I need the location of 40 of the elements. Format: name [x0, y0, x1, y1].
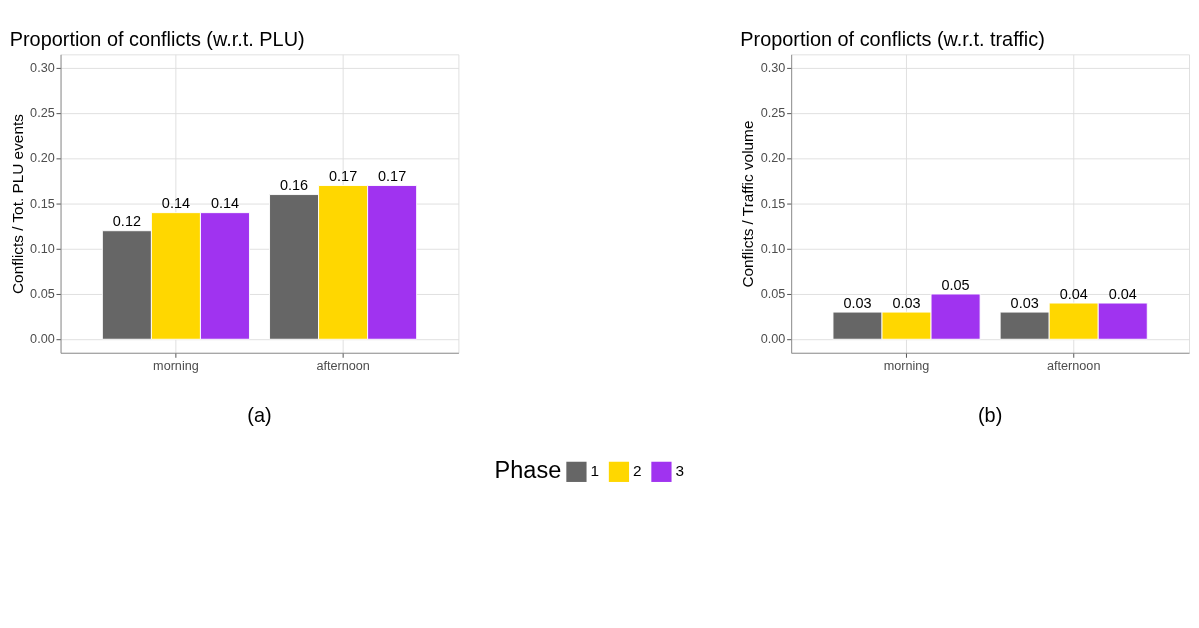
- data-label: 0.03: [843, 294, 872, 311]
- y-tick-label: 0.30: [30, 61, 55, 76]
- x-tick-label: afternoon: [316, 358, 370, 373]
- data-label: 0.05: [941, 276, 970, 293]
- text: (b): [977, 404, 1003, 427]
- data-label: 0.04: [1108, 285, 1137, 302]
- y-tick-label: 0.15: [760, 196, 786, 211]
- y-tick-label: 0.00: [30, 332, 55, 347]
- y-tick-label: 0.20: [760, 151, 786, 166]
- data-label: 0.14: [210, 195, 240, 212]
- data-label: 0.17: [378, 168, 407, 184]
- y-tick-label: 0.20: [30, 151, 55, 166]
- x-tick-label: morning: [883, 358, 930, 373]
- x-tick-label: morning: [153, 358, 199, 373]
- y-tick-label: 0.25: [30, 106, 55, 121]
- data-label: 0.04: [1059, 285, 1088, 302]
- legend-title: Phase: [494, 457, 562, 484]
- text: (a): [247, 404, 272, 427]
- y-tick-label: 0.25: [760, 106, 786, 121]
- y-tick-label: 0.10: [760, 241, 786, 256]
- data-label: 0.17: [329, 168, 358, 184]
- legend-label: 1: [590, 462, 599, 480]
- chart-title: Proportion of conflicts (w.r.t. traffic): [740, 28, 1045, 51]
- y-tick-label: 0.00: [760, 332, 786, 347]
- data-label: 0.03: [892, 294, 921, 311]
- y-tick-label: 0.30: [760, 61, 786, 76]
- y-tick-label: 0.15: [30, 196, 55, 211]
- y-axis-title: Conflicts / Tot. PLU events: [8, 113, 26, 294]
- y-tick-label: 0.10: [30, 241, 55, 256]
- data-label: 0.16: [279, 177, 309, 194]
- data-label: 0.12: [112, 213, 141, 230]
- chart-title: Proportion of conflicts (w.r.t. PLU): [9, 28, 305, 51]
- y-axis-title: Conflicts / Traffic volume: [739, 120, 757, 288]
- data-label: 0.14: [161, 195, 190, 212]
- y-tick-label: 0.05: [760, 287, 786, 302]
- x-tick-label: afternoon: [1047, 358, 1101, 373]
- y-tick-label: 0.05: [30, 287, 55, 302]
- legend-label: 2: [632, 462, 642, 480]
- legend-label: 3: [675, 462, 684, 480]
- data-label: 0.03: [1010, 294, 1039, 311]
